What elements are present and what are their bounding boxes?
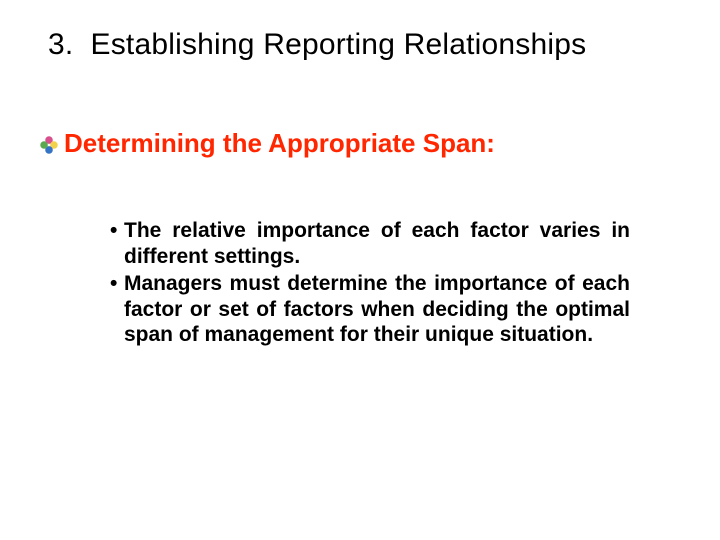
list-item-text: Managers must determine the importance o…	[124, 271, 630, 348]
four-color-diamond-icon	[40, 136, 58, 154]
subtitle-text: Determining the Appropriate Span:	[64, 128, 495, 159]
body-list: • The relative importance of each factor…	[110, 218, 630, 350]
bullet-dot-icon: •	[110, 271, 124, 297]
title-number: 3.	[48, 28, 73, 61]
list-item: • The relative importance of each factor…	[110, 218, 630, 269]
slide-title: 3. Establishing Reporting Relationships	[48, 28, 700, 62]
slide: 3. Establishing Reporting Relationships …	[0, 0, 720, 540]
list-item: • Managers must determine the importance…	[110, 271, 630, 348]
title-text: Establishing Reporting Relationships	[91, 28, 587, 61]
bullet-dot-icon: •	[110, 218, 124, 244]
list-item-text: The relative importance of each factor v…	[124, 218, 630, 269]
subtitle-row: Determining the Appropriate Span:	[40, 128, 680, 159]
